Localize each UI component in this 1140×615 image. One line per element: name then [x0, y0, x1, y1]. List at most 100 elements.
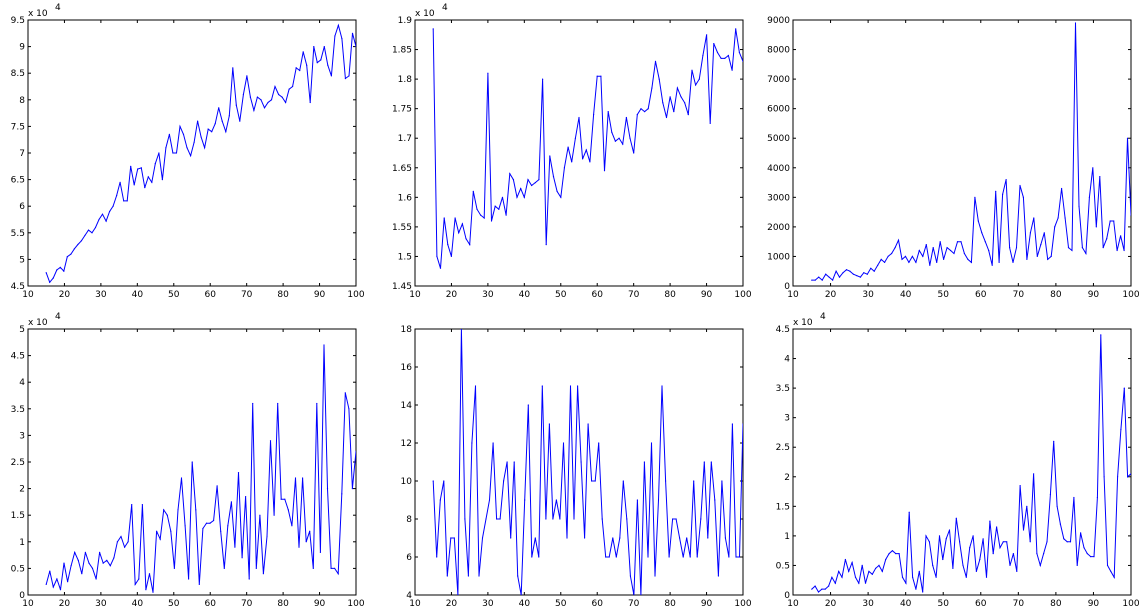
- data-point: [319, 551, 321, 554]
- data-point: [498, 208, 500, 210]
- data-point: [979, 558, 981, 561]
- data-point: [334, 567, 336, 570]
- data-point: [481, 537, 484, 539]
- data-point: [280, 498, 282, 500]
- data-point: [458, 232, 460, 234]
- data-point: [1012, 553, 1015, 555]
- y-tick-label: 6.5: [11, 176, 25, 186]
- data-point: [818, 276, 820, 278]
- data-point: [159, 538, 161, 540]
- data-point: [1095, 226, 1097, 228]
- data-point: [643, 461, 646, 463]
- data-point: [436, 556, 438, 558]
- data-point: [901, 258, 903, 260]
- data-point: [1123, 249, 1125, 252]
- data-point: [478, 575, 480, 577]
- data-point: [619, 537, 621, 539]
- data-point: [598, 442, 600, 444]
- data-point: [330, 567, 332, 570]
- data-point: [636, 114, 638, 116]
- data-point: [735, 556, 737, 558]
- y-tick-label: 9000: [767, 16, 790, 26]
- data-point: [1076, 564, 1078, 567]
- data-point: [851, 561, 853, 564]
- x-tick-label: 40: [519, 290, 531, 300]
- data-point: [904, 255, 907, 257]
- data-point: [123, 200, 125, 202]
- data-point: [45, 272, 47, 274]
- data-point: [720, 57, 722, 60]
- data-point: [1002, 541, 1004, 543]
- data-point: [888, 553, 890, 555]
- data-point: [130, 165, 132, 167]
- y-tick-label: 1.8: [398, 75, 413, 85]
- data-point: [177, 509, 179, 511]
- data-point: [870, 267, 872, 269]
- chart-panel-6: 10 20 30 40 50 60 70 80 90 100 0 0.5 1 1.5 2 2.5 3 3.5 4 4.…: [776, 312, 1140, 609]
- y-tick-label: 0: [19, 591, 25, 601]
- x-tick-label: 100: [347, 290, 364, 300]
- data-point: [852, 273, 855, 275]
- data-point: [566, 537, 568, 539]
- data-point: [84, 551, 86, 554]
- data-point: [195, 509, 197, 511]
- data-point: [1009, 247, 1011, 249]
- data-point: [622, 480, 624, 482]
- data-point: [59, 589, 62, 591]
- data-point: [237, 472, 240, 474]
- data-point: [1043, 553, 1045, 555]
- data-point: [45, 583, 47, 586]
- data-point: [312, 567, 314, 570]
- chart-panel-3: 10 20 30 40 50 60 70 80 90 1000100020003000400050…: [767, 16, 1140, 300]
- data-point: [953, 252, 955, 255]
- data-point: [1053, 440, 1055, 442]
- data-point: [844, 558, 847, 561]
- y-tick-label: 1: [784, 532, 790, 542]
- x-tick-label: 10: [22, 290, 34, 300]
- data-point: [1036, 553, 1038, 555]
- data-point: [344, 77, 346, 80]
- data-point: [956, 241, 959, 243]
- x-tick-label: 40: [900, 290, 912, 300]
- data-point: [260, 99, 262, 101]
- data-point: [235, 104, 237, 106]
- data-point: [1066, 541, 1068, 543]
- data-point: [313, 46, 315, 48]
- data-point: [262, 573, 264, 575]
- x-tick-label: 20: [446, 290, 458, 300]
- y-tick-label: 7000: [767, 75, 790, 85]
- data-point: [1088, 196, 1090, 198]
- data-point: [120, 535, 122, 538]
- data-point: [432, 480, 434, 482]
- data-point: [190, 155, 192, 157]
- data-point: [170, 530, 172, 532]
- data-point: [991, 264, 993, 266]
- y-tick-label: 2: [784, 473, 790, 483]
- data-point: [556, 190, 558, 192]
- data-point: [1073, 496, 1075, 499]
- data-point: [875, 567, 877, 570]
- data-point: [1019, 485, 1021, 487]
- x-tick-label: 20: [59, 599, 71, 609]
- data-point: [727, 54, 730, 57]
- data-point: [467, 575, 469, 577]
- data-point: [825, 273, 827, 275]
- data-point: [527, 404, 529, 406]
- data-point: [1047, 258, 1049, 260]
- data-point: [1063, 538, 1065, 540]
- x-tick-label: 60: [591, 599, 603, 609]
- data-point: [168, 133, 170, 135]
- data-point: [1086, 553, 1088, 555]
- data-point: [520, 187, 522, 190]
- data-point: [487, 72, 489, 74]
- data-point: [161, 179, 163, 181]
- x-tick-label: 40: [132, 290, 144, 300]
- data-point: [323, 344, 325, 346]
- data-point: [1022, 196, 1024, 198]
- y-tick-label: 3: [19, 431, 25, 441]
- y-tick-label: 2: [19, 485, 25, 495]
- data-point: [464, 518, 466, 520]
- data-point: [742, 60, 743, 62]
- data-point: [714, 499, 716, 501]
- y-tick-label: 1: [19, 538, 25, 548]
